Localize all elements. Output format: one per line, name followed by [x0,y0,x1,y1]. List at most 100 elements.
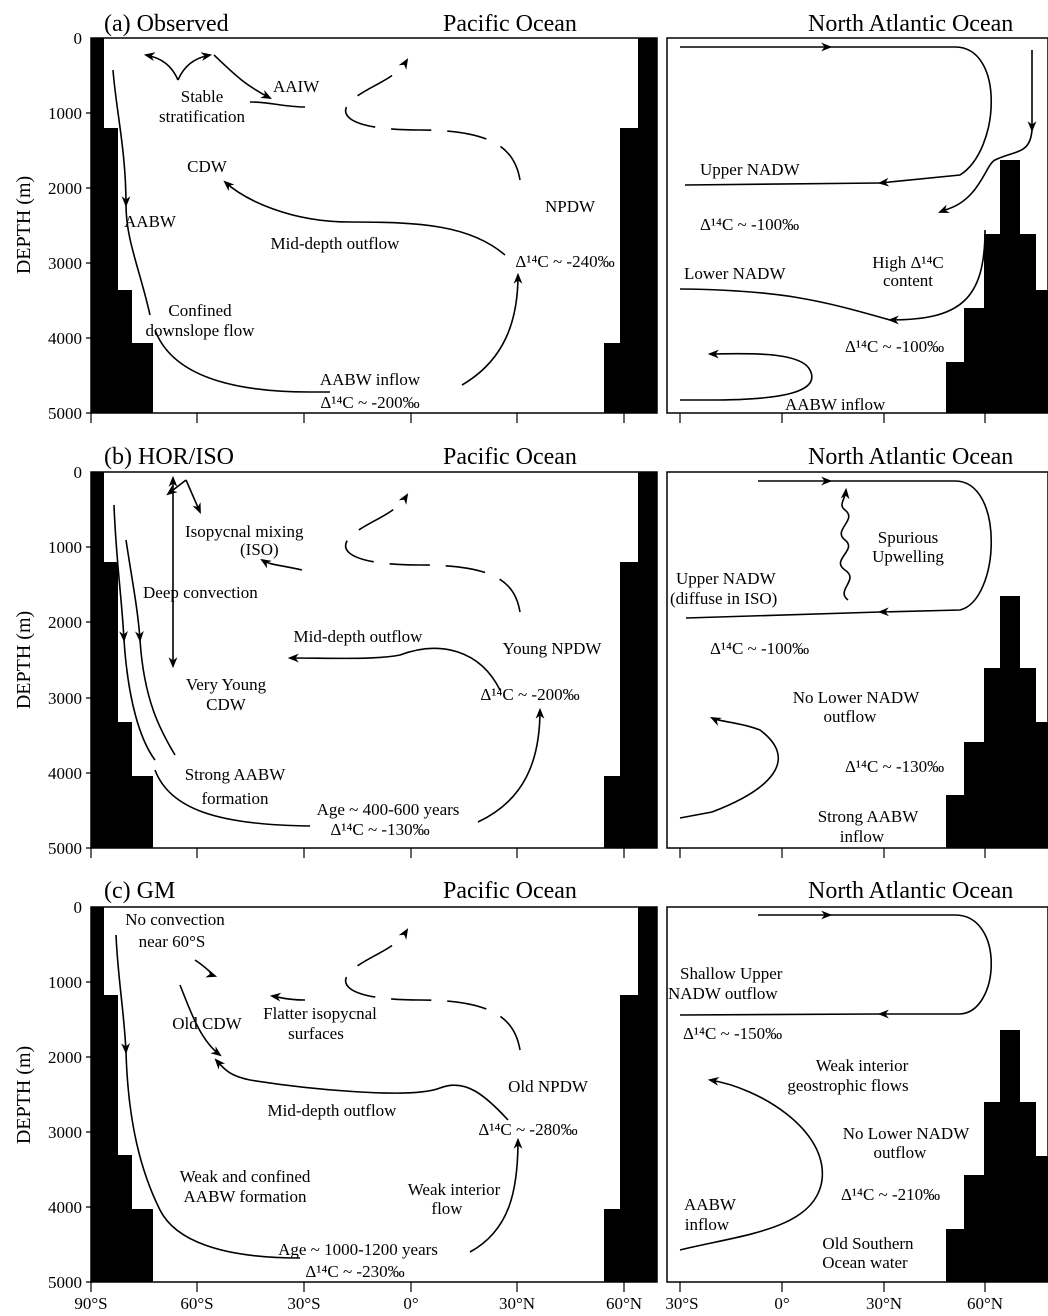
old-southern-label: Ocean water [822,1253,908,1272]
no-lower-nadw-label: No Lower NADW [793,688,920,707]
pacific-title: Pacific Ocean [443,444,577,470]
depth-tick-label: 0 [74,898,83,917]
antarctic-topography [91,472,153,848]
confined-label: Confined [168,301,232,320]
panel-b: (b) HOR/ISO Pacific Ocean North Atlantic… [13,444,1048,858]
young-npdw-label: Young NPDW [503,639,603,658]
no-lower-nadw-label: outflow [824,707,878,726]
npdw-dashed-upwelling [346,495,520,612]
spurious-label: Upwelling [872,547,944,566]
npdw-label: NPDW [545,197,596,216]
no-lower-nadw-label: outflow [874,1143,928,1162]
atlantic-x-tick-label: 0° [774,1294,789,1313]
depth-tick-label: 4000 [48,1198,82,1217]
age-label: Age ~ 1000-1200 years [278,1240,438,1259]
isopycnal-label: (ISO) [240,540,279,559]
isopycnal-arrow-left [168,480,186,494]
upper-nadw-line [685,183,880,185]
atlantic-ridge-topography [946,1030,1048,1282]
aabw-inflow-label: AABW inflow [320,370,421,389]
stable-arrow-right [178,55,210,80]
d14c-label: Δ¹⁴C ~ -100‰ [845,337,944,356]
strong-aabw-label: Strong AABW [818,807,920,826]
x-ticks [91,413,985,423]
depth-tick-label: 4000 [48,329,82,348]
atlantic-ridge-topography [946,160,1048,413]
d14c-label: Δ¹⁴C ~ -100‰ [700,215,799,234]
depth-tick-label: 0 [74,29,83,48]
aabw-inflow-loop [680,354,812,400]
d14c-label: Δ¹⁴C ~ -280‰ [478,1120,577,1139]
d14c-label: Δ¹⁴C ~ -130‰ [330,820,429,839]
pacific-title: Pacific Ocean [443,878,577,904]
depth-ticks: 0 1000 2000 3000 4000 5000 [48,898,82,1292]
depth-tick-label: 1000 [48,973,82,992]
flatter-isopycnal-label: surfaces [288,1024,344,1043]
x-axis-labels: 90°S 60°S 30°S 0° 30°N 60°N 30°S 0° 30°N… [74,1294,1003,1313]
isopycnal-arrow-right [186,480,200,512]
pacific-frame [91,472,657,848]
x-ticks [91,848,985,858]
strong-aabw-inflow-loop [680,718,778,818]
aabw-sinking-arrow-2 [126,540,140,640]
atlantic-labels: Shallow Upper NADW outflow Δ¹⁴C ~ -150‰ … [668,964,970,1272]
atlantic-ridge-topography [946,596,1048,848]
no-convection-label: No convection [125,910,225,929]
depth-tick-label: 5000 [48,1273,82,1292]
pacific-x-tick-label: 90°S [74,1294,107,1313]
aabw-label: AABW [684,1195,737,1214]
atlantic-labels: Upper NADW Δ¹⁴C ~ -100‰ High Δ¹⁴C conten… [684,160,944,414]
spurious-upwelling-arrow [840,490,850,600]
isopycnal-label: Isopycnal mixing [185,522,304,541]
x-ticks [91,1282,985,1292]
d14c-label: Δ¹⁴C ~ -240‰ [515,252,614,271]
depth-tick-label: 3000 [48,689,82,708]
atlantic-title: North Atlantic Ocean [808,11,1013,37]
pacific-labels: AAIW Stable stratification CDW AABW NPDW… [124,77,615,412]
depth-ticks: 0 1000 2000 3000 4000 5000 [48,29,82,423]
middepth-label: Mid-depth outflow [268,1101,398,1120]
deep-convection-label: Deep convection [143,583,258,602]
antarctic-topography [91,907,153,1282]
depth-tick-label: 5000 [48,839,82,858]
d14c-label: Δ¹⁴C ~ -200‰ [480,685,579,704]
north-pacific-topography [604,472,657,848]
y-axis-label: DEPTH (m) [13,176,35,274]
gyre-loop [830,47,991,183]
upper-nadw-line [686,612,880,618]
atlantic-title: North Atlantic Ocean [808,878,1013,904]
atlantic-x-tick-label: 30°N [866,1294,902,1313]
depth-tick-label: 3000 [48,1123,82,1142]
y-axis-label: DEPTH (m) [13,611,35,709]
weak-interior-label: Weak interior [408,1180,501,1199]
spurious-label: Spurious [878,528,938,547]
weak-interior-label: flow [431,1199,463,1218]
depth-tick-label: 2000 [48,613,82,632]
depth-tick-label: 0 [74,463,83,482]
middepth-outflow-arrow [290,648,500,690]
north-pacific-topography [604,38,657,413]
d14c-label: Δ¹⁴C ~ -100‰ [710,639,809,658]
d14c-label: Δ¹⁴C ~ -230‰ [305,1262,404,1281]
flatter-isopycnal-arrow [272,996,305,1000]
confined-label: downslope flow [145,321,255,340]
depth-tick-label: 1000 [48,538,82,557]
weak-geostrophic-label: geostrophic flows [787,1076,908,1095]
upper-nadw-label: Upper NADW [700,160,801,179]
panel-title: (b) HOR/ISO [104,444,234,470]
depth-tick-label: 5000 [48,404,82,423]
pacific-x-tick-label: 60°S [180,1294,213,1313]
pacific-x-tick-label: 30°S [287,1294,320,1313]
strong-aabw-label: inflow [840,827,885,846]
depth-tick-label: 2000 [48,179,82,198]
npdw-dashed-upwelling [346,930,520,1050]
inflow-rising-arrow [478,710,540,822]
strong-aabw-label: formation [201,789,269,808]
pacific-labels: No convection near 60°S Flatter isopycna… [125,910,589,1281]
panel-a: (a) Observed Pacific Ocean North Atlanti… [13,11,1048,423]
old-npdw-label: Old NPDW [508,1077,589,1096]
y-axis-label: DEPTH (m) [13,1046,35,1144]
strong-aabw-line-2 [140,640,175,755]
isopycnal-mixing-arrow [262,560,302,570]
